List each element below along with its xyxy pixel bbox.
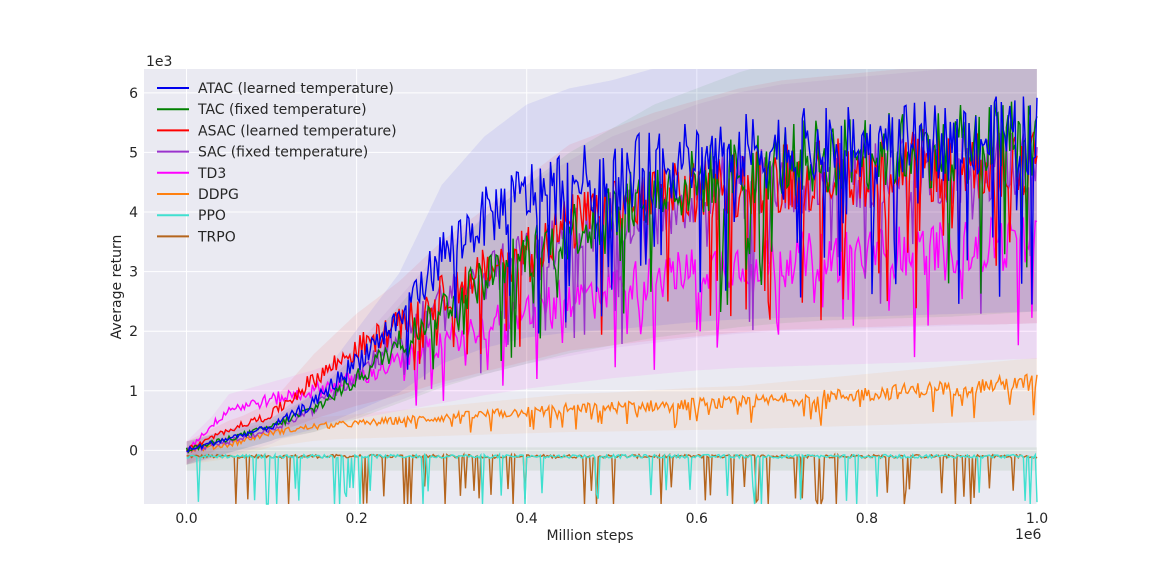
x-axis-label: Million steps	[546, 528, 633, 544]
x-offset-label: 1e6	[1015, 527, 1042, 543]
series-line	[186, 452, 1038, 505]
y-tick-label: 6	[129, 86, 138, 102]
y-tick-label: 1	[129, 384, 138, 400]
y-tick-label: 4	[129, 205, 138, 221]
legend-label: DDPG	[198, 187, 239, 203]
x-axis-ticks: 0.0 0.2 0.4 0.6 0.8 1.0	[175, 511, 1048, 527]
x-tick-label: 0.8	[856, 511, 878, 527]
x-tick-label: 0.0	[175, 511, 197, 527]
y-tick-label: 2	[129, 324, 138, 340]
series-band	[186, 357, 1037, 465]
legend-label: SAC (fixed temperature)	[198, 145, 368, 161]
legend-label: ASAC (learned temperature)	[198, 123, 397, 139]
x-tick-label: 1.0	[1026, 511, 1048, 527]
series-line	[186, 96, 1038, 453]
legend-label: PPO	[198, 208, 226, 224]
legend: ATAC (learned temperature) TAC (fixed tem…	[157, 81, 397, 245]
series-line	[185, 373, 1038, 454]
x-tick-label: 0.6	[686, 511, 708, 527]
y-tick-label: 0	[129, 443, 138, 459]
y-offset-label: 1e3	[146, 54, 172, 70]
legend-label: TAC (fixed temperature)	[197, 102, 367, 118]
legend-label: ATAC (learned temperature)	[198, 81, 394, 97]
legend-label: TD3	[197, 166, 226, 182]
series-line	[185, 101, 1038, 454]
x-tick-label: 0.2	[345, 511, 367, 527]
y-axis-ticks: 0 1 2 3 4 5 6	[129, 86, 138, 460]
series-lines	[185, 96, 1038, 505]
y-tick-label: 5	[129, 145, 138, 161]
y-tick-label: 3	[129, 265, 138, 281]
x-tick-label: 0.4	[516, 511, 538, 527]
legend-label: TRPO	[197, 229, 236, 245]
y-axis-label: Average return	[109, 235, 125, 340]
